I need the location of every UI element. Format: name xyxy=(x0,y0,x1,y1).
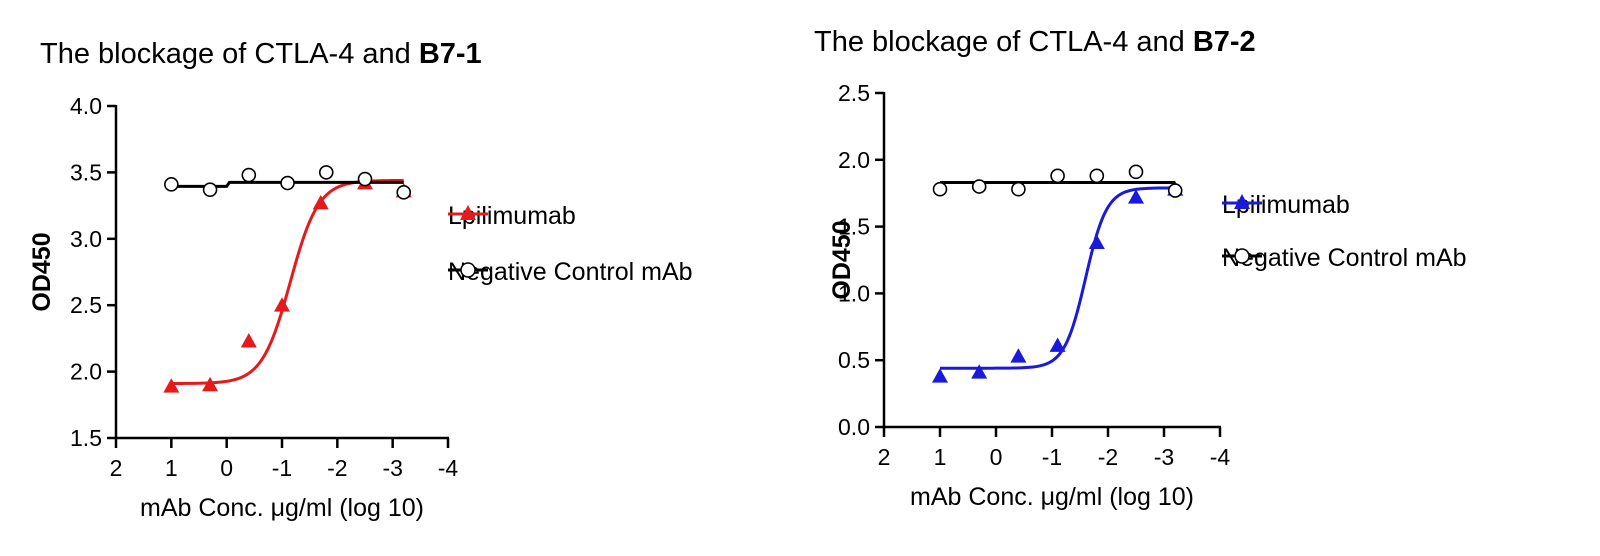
data-point-triangle xyxy=(240,333,257,348)
plot-area: 0.0 0.5 1.0 1.5 2.0 2.5 2 1 0 -1 -2 -3 -4 mAb Conc. μ… xyxy=(828,80,1231,511)
chart-title-bold: B7-2 xyxy=(1192,26,1256,58)
chart-title-text: The blockage of CTLA-4 and xyxy=(40,38,419,70)
data-point-circle xyxy=(318,165,334,180)
circle-marker-icon xyxy=(1222,248,1262,264)
chart-panel-b7-2: The blockage of CTLA-4 and B7-2 0.0 0.5 1.… xyxy=(800,0,1600,556)
x-tick-label: -3 xyxy=(382,455,402,481)
y-tick-label: 1.0 xyxy=(838,280,870,306)
x-tick-label: -3 xyxy=(1154,444,1174,470)
y-tick-label: 3.0 xyxy=(70,226,102,252)
data-point-circle xyxy=(280,175,295,191)
plot-area: 1.5 2.0 2.5 3.0 3.5 4.0 2 1 0 -1 -2 -3 -4 mAb Conc. μ… xyxy=(28,93,459,522)
x-axis-label: mAb Conc. μg/ml (log 10) xyxy=(140,494,424,522)
y-axis-label: OD450 xyxy=(828,220,856,299)
y-tick-label: 2.0 xyxy=(838,147,870,173)
data-point-circle xyxy=(1128,164,1144,180)
fit-line xyxy=(171,180,404,188)
data-point-circle xyxy=(357,171,373,187)
data-point-triangle xyxy=(1010,348,1027,363)
y-tick-label: 2.0 xyxy=(70,359,102,385)
x-tick-label: -4 xyxy=(1210,444,1231,470)
data-point-triangle xyxy=(274,297,290,312)
data-point-triangle xyxy=(1088,234,1105,250)
x-tick-label: 2 xyxy=(110,455,123,481)
legend-item-negative-control: Negative Control mAb xyxy=(1222,244,1467,273)
x-tick-label: -2 xyxy=(1098,444,1118,470)
x-tick-label: -1 xyxy=(272,455,292,481)
data-point-circle xyxy=(932,181,948,197)
chart-panel-b7-1: The blockage of CTLA-4 and B7-1 1.5 2.0 2.… xyxy=(28,38,693,522)
y-tick-label: 4.0 xyxy=(70,93,102,119)
x-tick-label: 0 xyxy=(990,444,1003,470)
y-tick-label: 0.0 xyxy=(838,414,870,440)
x-tick-label: 1 xyxy=(934,444,947,470)
x-tick-label: 0 xyxy=(220,455,233,481)
circle-marker-icon xyxy=(448,262,488,278)
x-axis-label: mAb Conc. μg/ml (log 10) xyxy=(910,483,1194,511)
data-point-triangle xyxy=(932,368,948,383)
data-point-triangle xyxy=(1049,337,1066,352)
x-tick-label: 1 xyxy=(165,455,178,481)
y-tick-label: 3.5 xyxy=(70,159,102,185)
data-point-circle xyxy=(1011,181,1026,197)
data-point-circle xyxy=(1050,168,1065,184)
y-tick-label: 0.5 xyxy=(838,347,870,373)
legend-label: Negative Control mAb xyxy=(1222,244,1467,272)
chart-title: The blockage of CTLA-4 and B7-1 xyxy=(40,38,482,71)
data-point-circle xyxy=(241,167,257,183)
fit-curve xyxy=(171,178,404,386)
legend-label: Negative Control mAb xyxy=(448,258,693,286)
y-axis-label: OD450 xyxy=(28,232,56,311)
triangle-marker-icon xyxy=(1222,194,1262,209)
data-point-triangle xyxy=(971,364,988,379)
x-tick-label: -4 xyxy=(438,455,459,481)
data-point-triangle xyxy=(1128,189,1144,204)
legend-item-negative-control: Negative Control mAb xyxy=(448,258,693,287)
y-tick-label: 2.5 xyxy=(70,292,102,318)
data-point-triangle xyxy=(312,194,329,210)
x-tick-label: -2 xyxy=(327,455,347,481)
legend-item-lpilimumab: Lpilimumab xyxy=(1222,191,1350,220)
data-point-circle xyxy=(202,182,218,197)
y-tick-label: 2.5 xyxy=(838,80,870,106)
x-tick-label: 2 xyxy=(878,444,891,470)
data-point-circle xyxy=(971,179,987,194)
data-point-circle xyxy=(1167,183,1183,198)
data-point-triangle xyxy=(163,378,180,393)
legend-item-lpilimumab: Lpilimumab xyxy=(448,202,576,231)
chart-title-text: The blockage of CTLA-4 and xyxy=(814,26,1193,58)
y-tick-label: 1.5 xyxy=(838,214,870,240)
chart-title: The blockage of CTLA-4 and B7-2 xyxy=(814,26,1256,59)
data-point-circle xyxy=(164,177,179,192)
triangle-marker-icon xyxy=(448,205,488,220)
data-point-circle xyxy=(396,185,412,200)
data-point-circle xyxy=(1089,168,1105,184)
data-point-triangle xyxy=(202,376,219,392)
x-tick-label: -1 xyxy=(1042,444,1062,470)
y-tick-label: 1.5 xyxy=(70,425,102,451)
chart-title-bold: B7-1 xyxy=(418,38,482,70)
